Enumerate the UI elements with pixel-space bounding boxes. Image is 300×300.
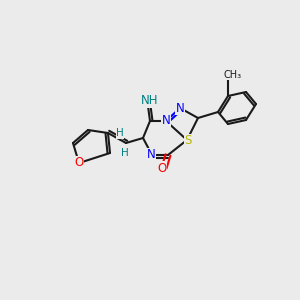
Text: S: S [184, 134, 192, 148]
Text: O: O [74, 157, 84, 169]
Text: CH₃: CH₃ [224, 70, 242, 80]
Text: N: N [162, 115, 170, 128]
Text: NH: NH [141, 94, 159, 107]
Text: H: H [116, 128, 124, 138]
Text: N: N [176, 101, 184, 115]
Text: H: H [121, 148, 129, 158]
Text: N: N [147, 148, 155, 161]
Text: O: O [158, 161, 166, 175]
